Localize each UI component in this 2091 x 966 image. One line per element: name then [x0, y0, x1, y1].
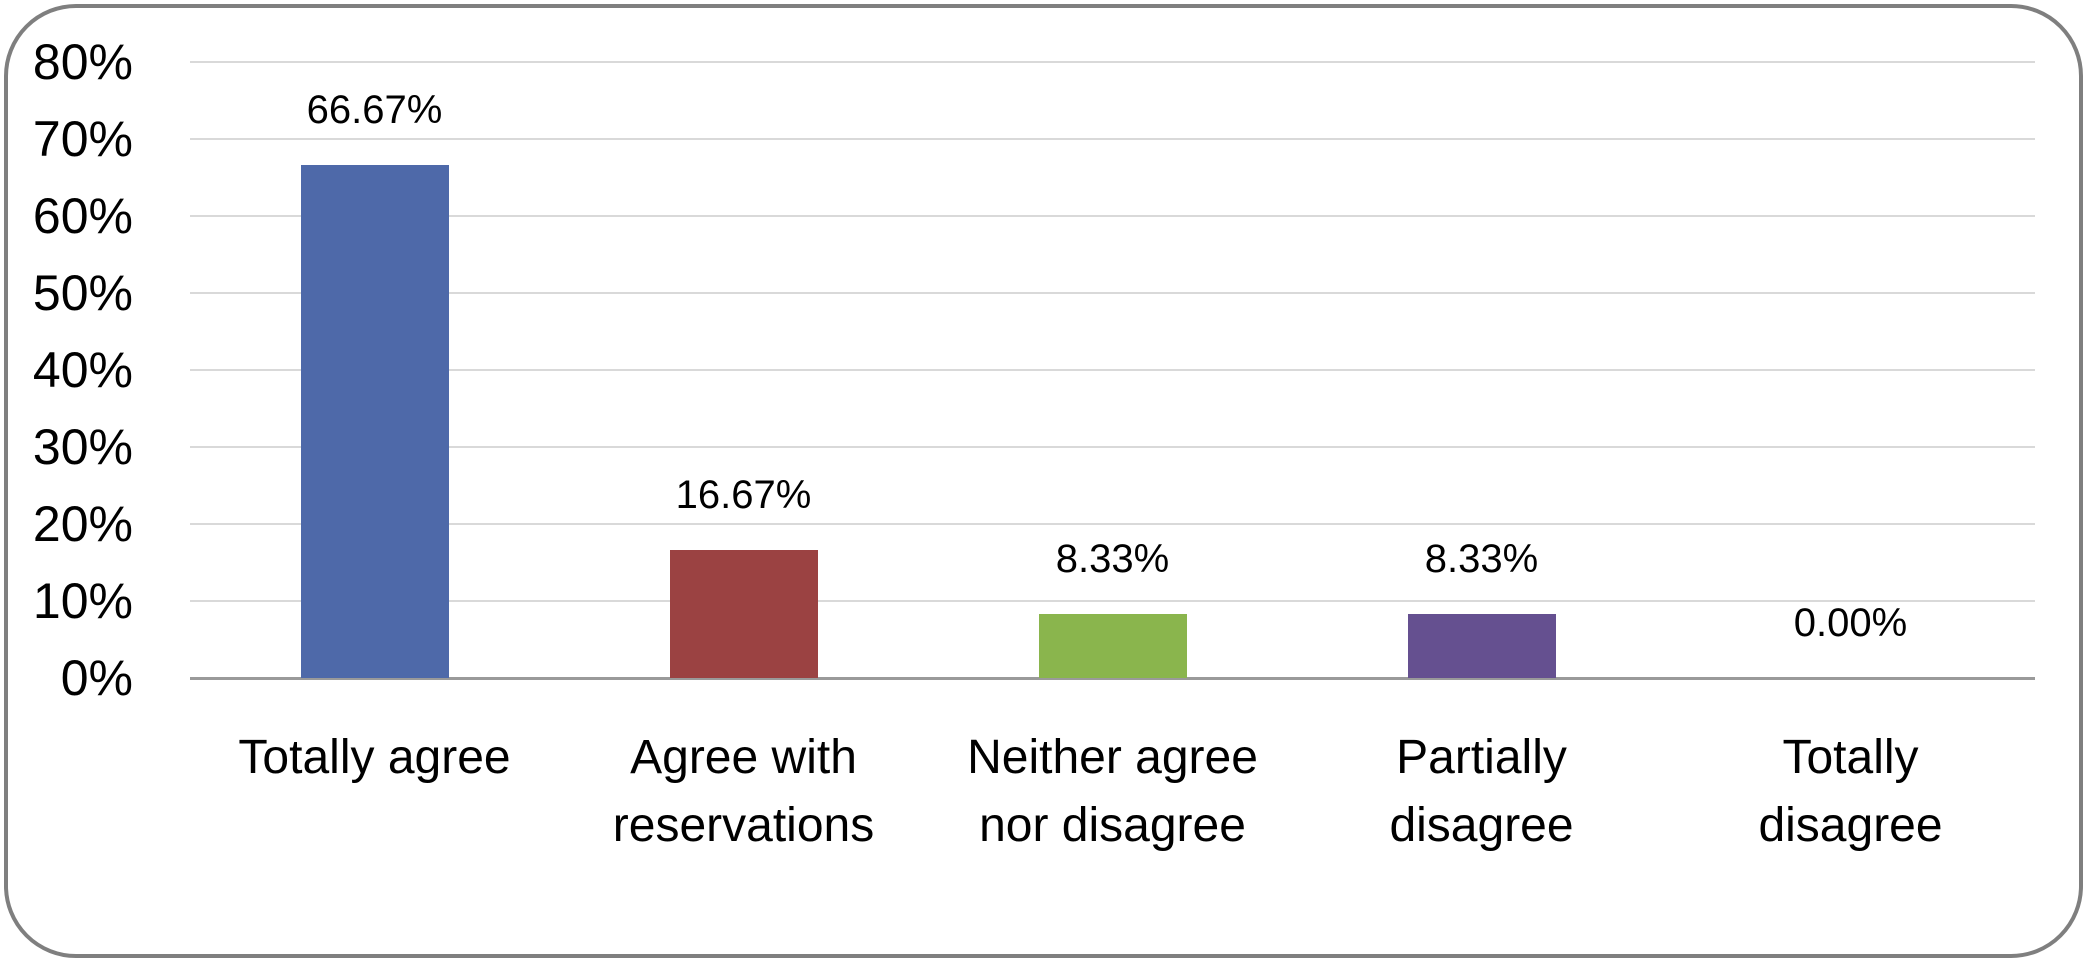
- y-tick-label-10: 10%: [32, 573, 133, 629]
- y-tick-label-70: 70%: [32, 111, 133, 167]
- bar-totally-agree: [300, 164, 449, 678]
- category-label-totally-agree: Totally agree: [238, 731, 511, 784]
- value-label-totally-disagree: 0.00%: [1793, 601, 1908, 645]
- value-label-totally-agree: 66.67%: [306, 87, 443, 132]
- y-tick-label-40: 40%: [32, 342, 133, 398]
- category-label-agree-with-reservations: Agree with reservations: [612, 731, 875, 852]
- category-label-neither-agree-nor-disagree: Neither agree nor disagree: [967, 731, 1258, 852]
- bar-partially-disagree: [1407, 613, 1556, 678]
- category-label-totally-disagree: Totally disagree: [1758, 731, 1943, 852]
- gridline-30%: [190, 446, 2035, 448]
- y-tick-label-80: 80%: [32, 34, 133, 90]
- y-tick-label-0: 0%: [60, 650, 133, 706]
- gridline-80%: [190, 61, 2035, 63]
- category-label-partially-disagree: Partially disagree: [1389, 731, 1574, 852]
- x-axis-line: [190, 677, 2035, 680]
- y-tick-label-60: 60%: [32, 188, 133, 244]
- gridline-50%: [190, 292, 2035, 294]
- value-label-agree-with-reservations: 16.67%: [675, 472, 812, 517]
- bar-agree-with-reservations: [669, 549, 818, 678]
- gridline-10%: [190, 600, 2035, 602]
- value-label-partially-disagree: 8.33%: [1424, 536, 1539, 581]
- bar-neither-agree-nor-disagree: [1038, 613, 1187, 678]
- gridline-60%: [190, 215, 2035, 217]
- y-tick-label-30: 30%: [32, 419, 133, 475]
- gridline-40%: [190, 369, 2035, 371]
- y-tick-label-20: 20%: [32, 496, 133, 552]
- y-tick-label-50: 50%: [32, 265, 133, 321]
- gridline-70%: [190, 138, 2035, 140]
- value-label-neither-agree-nor-disagree: 8.33%: [1055, 536, 1170, 581]
- gridline-20%: [190, 523, 2035, 525]
